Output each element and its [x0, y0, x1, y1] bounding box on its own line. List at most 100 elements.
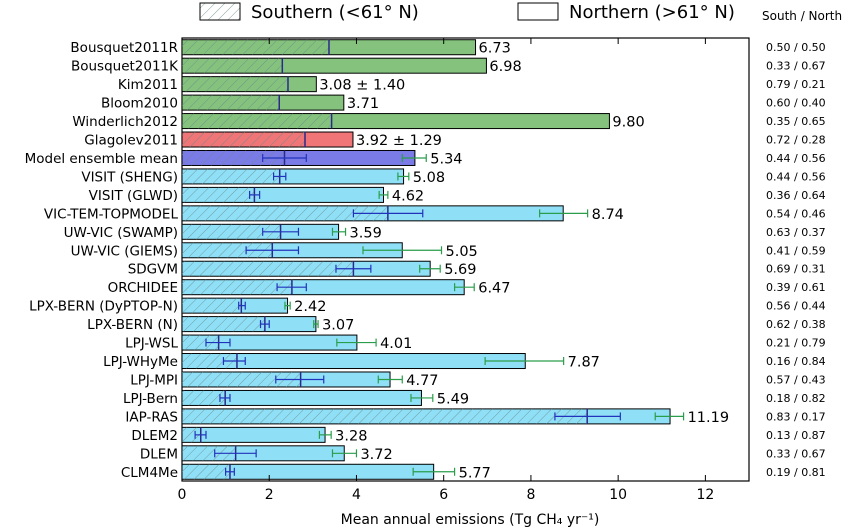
legend: Southern (<61° N) Northern (>61° N): [199, 2, 735, 23]
southern-errorbar: [214, 449, 257, 458]
bar-row: Glagolev2011 3.92 ± 1.29 0.72 / 0.28: [84, 131, 826, 149]
bar-value-label: 9.80: [612, 115, 644, 131]
bar-category-label: UW-VIC (SWAMP): [64, 225, 178, 241]
total-errorbar: [410, 393, 434, 402]
south-north-ratio: 0.56 / 0.44: [766, 300, 826, 313]
bar-category-label: VIC-TEM-TOPMODEL: [44, 206, 179, 222]
south-north-ratio: 0.13 / 0.87: [766, 429, 826, 442]
southern-errorbar: [225, 467, 235, 476]
bar-southern-hatch: [182, 224, 281, 240]
bar-row: IAP-RAS 11.19 0.83 / 0.17: [125, 408, 826, 426]
south-north-ratio: 0.57 / 0.43: [766, 373, 826, 386]
ratio-header: South / North: [762, 9, 842, 23]
bar-value-label: 6.73: [479, 41, 511, 57]
bar-category-label: LPJ-WSL: [125, 336, 178, 352]
bar-southern-hatch: [182, 168, 280, 184]
bar-value-label: 5.34: [430, 151, 462, 167]
total-errorbar: [362, 246, 443, 255]
bar-southern-hatch: [182, 132, 305, 148]
bar-southern-hatch: [182, 298, 242, 314]
bar-category-label: ORCHIDEE: [108, 280, 178, 296]
south-north-ratio: 0.39 / 0.61: [766, 281, 826, 294]
bar-value-label: 5.69: [444, 262, 476, 278]
bar-row: SDGVM 5.69 0.69 / 0.31: [128, 260, 826, 278]
x-tick-label: 2: [265, 487, 274, 503]
total-errorbar: [378, 190, 389, 199]
bar-row: VISIT (SHENG) 5.08 0.44 / 0.56: [81, 168, 826, 186]
bar-value-label: 4.62: [392, 188, 424, 204]
legend-item-southern: Southern (<61° N): [199, 2, 419, 23]
total-errorbar: [412, 467, 456, 476]
south-north-ratio: 0.72 / 0.28: [766, 134, 826, 147]
total-errorbar: [419, 264, 441, 273]
bar-value-label: 5.08: [413, 170, 445, 186]
x-tick-label: 4: [352, 487, 361, 503]
south-north-ratio: 0.33 / 0.67: [766, 60, 826, 73]
bar-value-label: 5.49: [437, 391, 469, 407]
bar-row: LPJ-WSL 4.01 0.21 / 0.79: [125, 334, 826, 352]
bar-row: VIC-TEM-TOPMODEL 8.74 0.54 / 0.46: [44, 205, 826, 223]
bar-southern-hatch: [182, 408, 588, 424]
bar-category-label: Kim2011: [118, 77, 178, 93]
bar-southern-hatch: [182, 316, 265, 332]
south-north-ratio: 0.44 / 0.56: [766, 170, 826, 183]
south-north-ratio: 0.60 / 0.40: [766, 97, 826, 110]
bar-value-label: 3.72: [360, 447, 392, 463]
south-north-ratio: 0.41 / 0.59: [766, 244, 826, 257]
bar-value-label: 3.07: [322, 318, 354, 334]
southern-errorbar: [249, 190, 261, 199]
bar-value-label: 11.19: [688, 410, 730, 426]
plot-frame: [181, 37, 750, 482]
southern-errorbar: [352, 209, 424, 218]
bar-row: LPX-BERN (DyPTOP-N) 2.42 0.56 / 0.44: [29, 297, 826, 315]
x-axis-label: Mean annual emissions (Tg CH₄ yr⁻¹): [341, 512, 600, 528]
bar-southern-hatch: [182, 242, 273, 258]
x-tick-label: 8: [526, 487, 535, 503]
bar-value-label: 5.05: [446, 244, 478, 260]
south-north-ratio: 0.21 / 0.79: [766, 337, 826, 350]
bar-row: Bousquet2011R 6.73 0.50 / 0.50: [70, 39, 826, 57]
x-tick-label: 10: [609, 487, 627, 503]
southern-errorbar: [238, 301, 246, 310]
southern-errorbar: [262, 153, 307, 162]
bar-row: DLEM 3.72 0.33 / 0.67: [140, 445, 826, 463]
x-tick-label: 12: [696, 487, 714, 503]
legend-swatch-northern: [517, 2, 559, 21]
south-north-ratio: 0.18 / 0.82: [766, 392, 826, 405]
bar-value-label: 6.47: [478, 281, 510, 297]
south-north-ratio: 0.79 / 0.21: [766, 78, 826, 91]
bar-southern-hatch: [182, 150, 285, 166]
bar-row: ORCHIDEE 6.47 0.39 / 0.61: [108, 279, 826, 297]
southern-errorbar: [245, 246, 300, 255]
bar-category-label: LPJ-MPI: [130, 372, 178, 388]
total-errorbar: [313, 320, 319, 329]
bar-southern-hatch: [182, 113, 332, 129]
south-north-ratio: 0.62 / 0.38: [766, 318, 826, 331]
southern-errorbar: [554, 412, 621, 421]
bar-value-label: 3.08 ± 1.40: [319, 78, 405, 94]
bar-value-label: 5.77: [459, 465, 491, 481]
southern-errorbar: [205, 338, 231, 347]
bar-row: UW-VIC (GIEMS) 5.05 0.41 / 0.59: [71, 242, 826, 260]
bar-value-label: 8.74: [592, 207, 624, 223]
southern-errorbar: [194, 430, 207, 439]
bars-layer: Bousquet2011R 6.73 0.50 / 0.50 Bousquet2011…: [25, 39, 826, 481]
bar-southern-hatch: [182, 390, 226, 406]
bar-row: VISIT (GLWD) 4.62 0.36 / 0.64: [89, 186, 826, 204]
south-north-ratio: 0.44 / 0.56: [766, 152, 826, 165]
bar-southern-hatch: [182, 76, 288, 92]
south-north-ratio: 0.63 / 0.37: [766, 226, 826, 239]
bar-category-label: Glagolev2011: [84, 133, 178, 149]
bar-category-label: Bloom2010: [101, 96, 178, 112]
total-errorbar: [401, 153, 427, 162]
bar-category-label: VISIT (GLWD): [89, 188, 178, 204]
south-north-ratio: 0.19 / 0.81: [766, 466, 826, 479]
bar-row: CLM4Me 5.77 0.19 / 0.81: [121, 463, 826, 481]
bar-row: DLEM2 3.28 0.13 / 0.87: [131, 426, 826, 444]
bar-value-label: 4.77: [406, 373, 438, 389]
bar-southern-hatch: [182, 464, 230, 480]
legend-label-southern: Southern (<61° N): [251, 2, 419, 23]
x-tick-label: 0: [178, 487, 187, 503]
bar-southern-hatch: [182, 39, 329, 55]
bar-category-label: Bousquet2011K: [71, 59, 179, 75]
